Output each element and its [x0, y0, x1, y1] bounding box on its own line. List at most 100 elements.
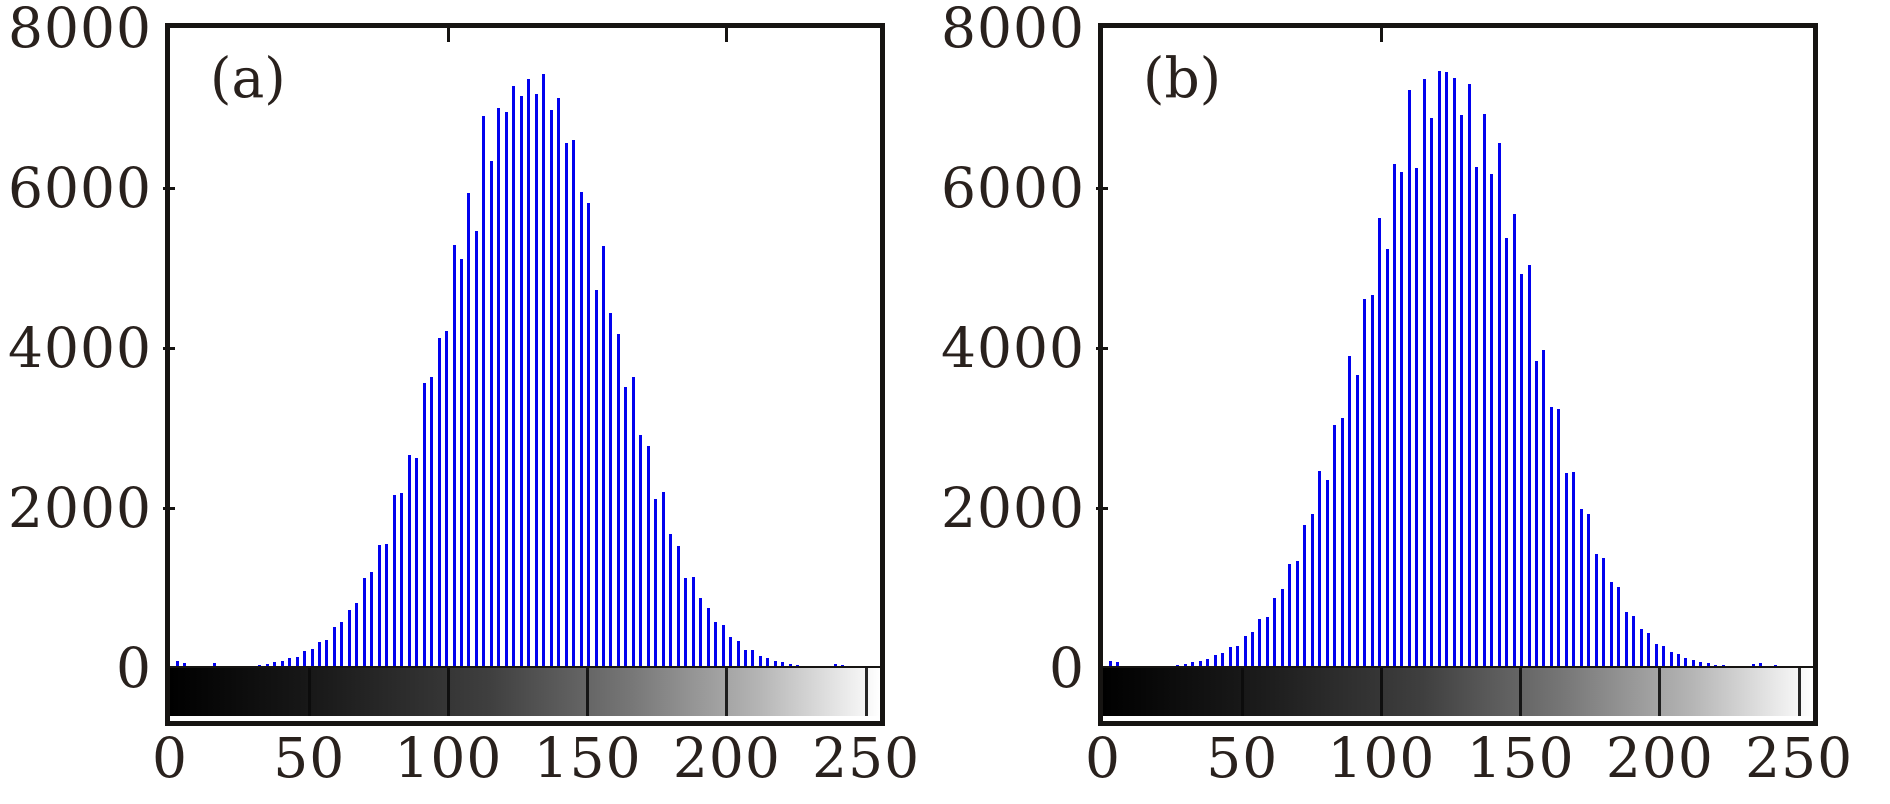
hist-bar: [332, 626, 336, 668]
hist-bar: [280, 660, 284, 668]
hist-bar: [347, 609, 351, 668]
hist-bar: [534, 93, 538, 668]
hist-bar: [1609, 581, 1613, 668]
hist-bar: [669, 534, 673, 668]
hist-bar: [1594, 554, 1598, 668]
hist-bar: [273, 661, 277, 668]
hist-bar: [1512, 213, 1516, 668]
hist-bar: [1699, 662, 1703, 668]
hist-bar: [519, 96, 523, 668]
hist-bar: [430, 377, 434, 668]
hist-bar: [1475, 167, 1479, 668]
hist-bar: [1534, 360, 1538, 668]
hist-bar: [459, 258, 463, 668]
hist-bar: [1587, 514, 1591, 668]
hist-bar: [497, 108, 501, 668]
grayscale-colorbar: [1103, 668, 1813, 716]
hist-bar: [1669, 652, 1673, 668]
hist-bar: [415, 457, 419, 668]
hist-bar: [1706, 662, 1710, 668]
y-tick-label: 2000: [941, 476, 1085, 540]
y-tick-label: 2000: [8, 476, 152, 540]
hist-bar: [474, 231, 478, 668]
hist-bar: [714, 622, 718, 668]
y-axis-tick: [163, 506, 175, 510]
hist-bar: [1108, 660, 1112, 668]
y-tick-label: 0: [1049, 636, 1085, 700]
hist-bar: [1407, 89, 1411, 668]
y-tick-label: 6000: [8, 156, 152, 220]
hist-bar: [1333, 424, 1337, 668]
hist-bar: [1310, 513, 1314, 668]
hist-bar: [1221, 653, 1225, 668]
hist-bar: [1228, 646, 1232, 668]
hist-bar: [183, 663, 187, 668]
hist-bar: [504, 112, 508, 668]
hist-bar: [265, 663, 269, 668]
hist-bar: [467, 192, 471, 668]
hist-bar: [751, 650, 755, 668]
y-axis-tick: [1096, 506, 1108, 510]
y-axis-tick: [163, 346, 175, 350]
hist-bar: [1206, 659, 1210, 668]
hist-bar: [445, 330, 449, 668]
hist-bar: [1490, 173, 1494, 668]
hist-bar: [1340, 417, 1344, 668]
hist-bar: [743, 649, 747, 668]
y-tick-label: 4000: [8, 316, 152, 380]
hist-bar: [579, 192, 583, 668]
hist-bar: [1273, 597, 1277, 668]
hist-bar: [1676, 653, 1680, 668]
hist-bar: [691, 576, 695, 668]
hist-bar: [288, 658, 292, 668]
hist-bar: [295, 656, 299, 668]
top-axis-tick: [1379, 28, 1383, 42]
hist-bar: [766, 657, 770, 668]
hist-bar: [594, 289, 598, 668]
hist-bar: [706, 608, 710, 668]
hist-bar: [639, 435, 643, 668]
hist-bar: [1557, 408, 1561, 668]
hist-bar: [1497, 143, 1501, 668]
x-tick-label: 200: [672, 726, 781, 790]
hist-bar: [175, 661, 179, 668]
hist-bar: [1527, 264, 1531, 668]
x-tick-label: 50: [273, 726, 346, 790]
hist-bar: [1579, 508, 1583, 668]
x-tick-label: 150: [533, 726, 642, 790]
hist-bar: [1639, 628, 1643, 668]
y-tick-label: 6000: [941, 156, 1085, 220]
hist-bar: [1355, 375, 1359, 668]
hist-bar: [1617, 587, 1621, 668]
hist-bar: [1452, 77, 1456, 668]
hist-bar: [1654, 644, 1658, 668]
x-tick-label: 50: [1206, 726, 1279, 790]
hist-bar: [1564, 472, 1568, 668]
hist-bar: [1265, 617, 1269, 668]
hist-bar: [1691, 659, 1695, 668]
hist-bar: [1460, 115, 1464, 668]
hist-bar: [1602, 558, 1606, 668]
y-axis-tick: [1096, 346, 1108, 350]
hist-bar: [1549, 407, 1553, 668]
hist-bar: [1183, 663, 1187, 668]
hist-bar: [310, 648, 314, 668]
hist-bar: [631, 376, 635, 668]
hist-bar: [833, 663, 837, 668]
x-axis-tick: [446, 668, 450, 716]
hist-bar: [355, 602, 359, 668]
hist-bar: [213, 662, 217, 668]
hist-bar: [1482, 113, 1486, 668]
hist-bar: [489, 160, 493, 668]
hist-bar: [340, 621, 344, 668]
hist-bar: [1318, 471, 1322, 668]
y-axis-tick: [163, 186, 175, 190]
y-axis-tick: [1096, 186, 1108, 190]
hist-bar: [758, 656, 762, 668]
hist-bar: [1116, 662, 1120, 668]
hist-bar: [736, 640, 740, 668]
hist-bar: [609, 312, 613, 668]
hist-bar: [661, 492, 665, 668]
hist-bar: [1213, 655, 1217, 668]
